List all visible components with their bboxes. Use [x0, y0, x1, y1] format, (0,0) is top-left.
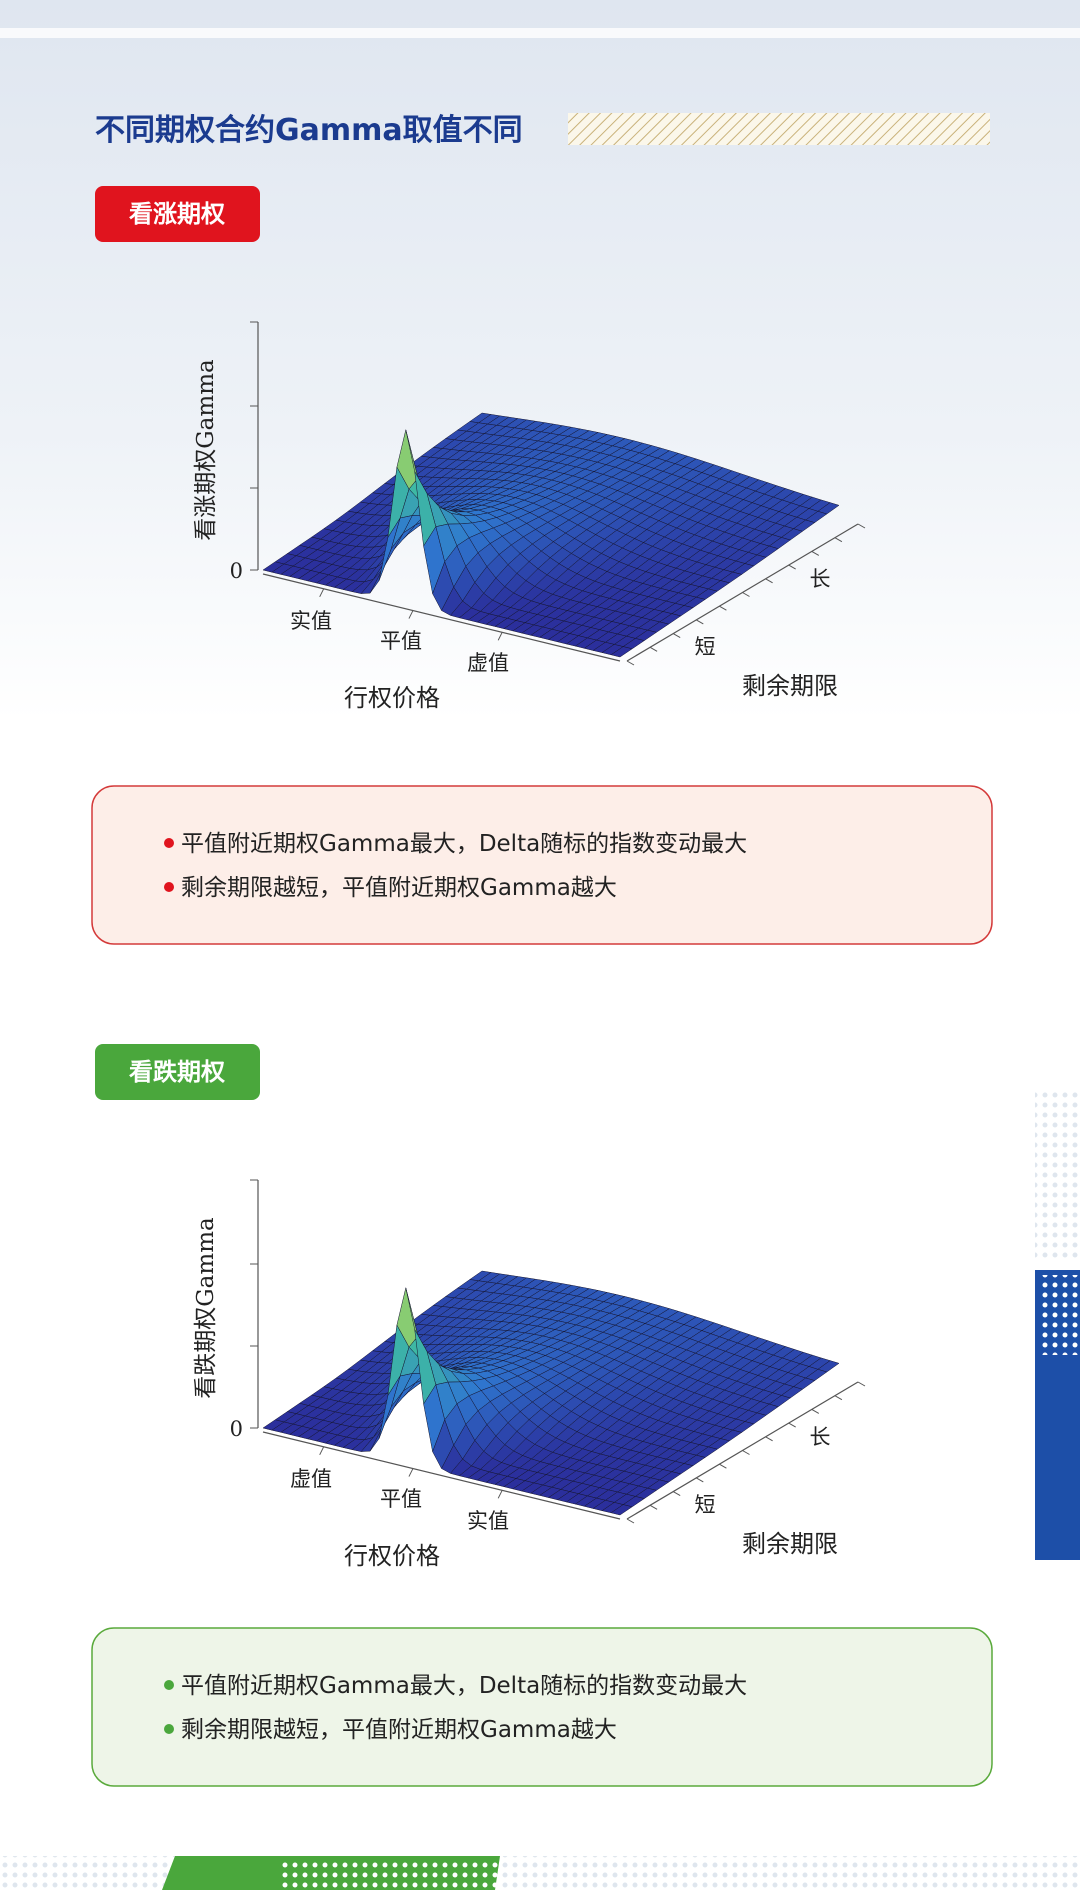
strike-title: 行权价格 [344, 1542, 440, 1570]
maturity-tick [626, 1518, 635, 1524]
badge-label: 看跌期权 [129, 1058, 225, 1086]
strike-label: 虚值 [467, 651, 509, 675]
maturity-tick [719, 605, 727, 611]
title: 不同期权合约Gamma取值不同 [95, 113, 523, 148]
badge-label: 看涨期权 [129, 200, 225, 228]
bullet-dot [164, 1680, 174, 1690]
maturity-tick [742, 1450, 750, 1455]
strike-label: 虚值 [290, 1467, 332, 1491]
content: 看涨期权看涨期权Gamma0实值平值虚值行权价格短长剩余期限平值附近期权Gamm… [91, 186, 993, 1787]
maturity-label: 短 [695, 1493, 716, 1517]
bullet-dot [164, 1724, 174, 1734]
strike-axis [262, 1431, 621, 1520]
strike-tick [408, 610, 414, 619]
note-box [91, 1627, 993, 1787]
maturity-label: 短 [695, 635, 716, 659]
badge [95, 1044, 260, 1100]
strike-tick [408, 1468, 414, 1477]
bullet-text: 平值附近期权Gamma最大，Delta随标的指数变动最大 [181, 1673, 747, 1699]
maturity-tick [649, 1504, 658, 1510]
maturity-tick [765, 578, 773, 584]
strike-title: 行权价格 [344, 684, 440, 712]
maturity-tick [834, 1395, 843, 1401]
footer-shape-dots [280, 1858, 500, 1888]
strike-label: 平值 [380, 1487, 422, 1511]
bullet-dot [164, 838, 174, 848]
maturity-tick [857, 1381, 866, 1387]
surface-patch [610, 1504, 633, 1516]
side-dots [1038, 1275, 1078, 1355]
maturity-tick [765, 1436, 773, 1442]
bullet-text: 平值附近期权Gamma最大，Delta随标的指数变动最大 [181, 831, 747, 857]
strike-label: 实值 [290, 609, 332, 633]
maturity-tick [672, 633, 681, 639]
footer-dots [0, 1856, 1080, 1890]
strike-tick [497, 632, 503, 641]
strike-label: 实值 [467, 1509, 509, 1533]
badge [95, 186, 260, 242]
maturity-tick [811, 550, 820, 556]
side-dots-grey [1035, 1090, 1080, 1260]
title-hatch [568, 113, 990, 145]
strike-tick [319, 1446, 325, 1456]
header-strip [0, 28, 1080, 38]
bullet-text: 剩余期限越短，平值附近期权Gamma越大 [181, 1717, 617, 1743]
note-box [91, 785, 993, 945]
maturity-tick [788, 1422, 796, 1428]
strike-axis [262, 573, 621, 662]
maturity-tick [626, 660, 635, 666]
maturity-title: 剩余期限 [742, 672, 838, 700]
maturity-title: 剩余期限 [742, 1530, 838, 1558]
maturity-tick [834, 537, 843, 543]
maturity-label: 长 [810, 567, 831, 591]
bullet-text: 剩余期限越短，平值附近期权Gamma越大 [181, 875, 617, 901]
strike-tick [497, 1490, 503, 1499]
maturity-tick [696, 619, 704, 625]
maturity-tick [719, 1463, 727, 1469]
z-axis-label: 看涨期权Gamma [193, 359, 219, 541]
surface [262, 412, 840, 658]
z-axis-label: 看跌期权Gamma [193, 1217, 219, 1399]
maturity-tick [857, 523, 866, 529]
maturity-tick [649, 646, 658, 652]
strike-tick [319, 588, 325, 598]
surface [262, 1270, 840, 1516]
maturity-tick [672, 1491, 681, 1497]
z-zero: 0 [230, 559, 243, 583]
z-zero: 0 [230, 1417, 243, 1441]
maturity-label: 长 [810, 1425, 831, 1449]
surface-patch [610, 646, 633, 658]
strike-label: 平值 [380, 629, 422, 653]
maturity-tick [696, 1477, 704, 1483]
bullet-dot [164, 882, 174, 892]
maturity-tick [811, 1408, 820, 1414]
maturity-tick [788, 564, 796, 570]
maturity-tick [742, 592, 750, 597]
